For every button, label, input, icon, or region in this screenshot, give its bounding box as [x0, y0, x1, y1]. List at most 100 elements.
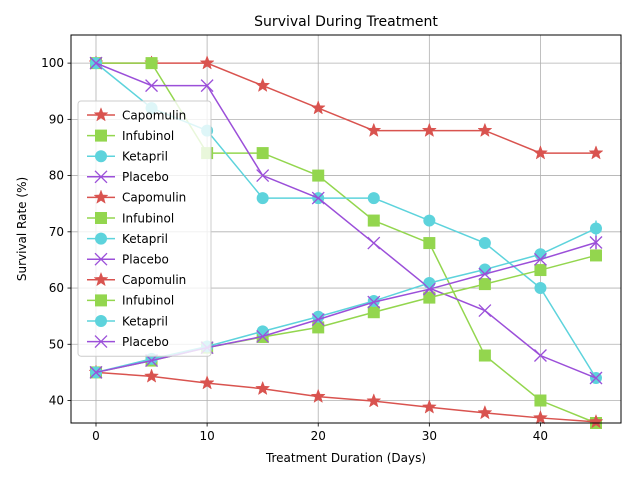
data-point-infubinol-mean: [367, 306, 380, 319]
legend-marker: [95, 294, 107, 307]
data-point-infubinol-survival: [423, 237, 436, 250]
data-point-placebo-survival: [589, 371, 603, 385]
x-axis-label: Treatment Duration (Days): [265, 451, 426, 465]
x-marker-stroke: [311, 191, 325, 205]
legend-label: Placebo: [122, 170, 169, 184]
x-marker-stroke: [422, 282, 436, 296]
legend-marker: [95, 212, 107, 224]
legend-marker: [95, 232, 107, 245]
y-tick-label: 80: [49, 169, 64, 183]
data-point-capomulin-survival: [421, 122, 437, 137]
data-point-infubinol-survival: [478, 349, 491, 362]
data-point-placebo-survival: [256, 169, 270, 183]
x-tick-label: 30: [422, 429, 437, 443]
data-point-ketapril-mean: [367, 294, 380, 307]
data-point-placebo-survival: [145, 79, 159, 93]
data-point-placebo-survival: [367, 236, 381, 250]
legend-label: Infubinol: [122, 129, 174, 143]
legend-label: Capomulin: [122, 273, 186, 287]
data-point-ketapril-mean: [256, 325, 269, 338]
data-point-ketapril-survival: [478, 237, 491, 250]
data-point-capomulin-mean: [421, 399, 437, 414]
legend-item-infubinol: Infubinol: [87, 211, 174, 225]
legend-label: Ketapril: [122, 314, 168, 328]
data-point-placebo-mean: [367, 295, 381, 309]
data-point-capomulin-mean: [199, 375, 215, 390]
data-point-placebo-survival: [533, 349, 547, 362]
data-point-placebo-survival: [478, 304, 492, 317]
y-tick-label: 40: [49, 394, 64, 408]
legend-label: Ketapril: [122, 232, 168, 246]
x-marker-stroke: [478, 304, 492, 317]
data-point-capomulin-mean: [477, 404, 493, 420]
data-point-capomulin-survival: [477, 122, 493, 137]
data-point-placebo-survival: [89, 56, 103, 70]
data-point-placebo-mean: [311, 313, 325, 326]
y-tick-label: 100: [41, 56, 64, 70]
y-tick-label: 60: [49, 281, 64, 295]
data-point-capomulin-survival: [532, 145, 548, 160]
x-tick-label: 10: [199, 429, 214, 443]
y-tick-label: 90: [49, 112, 64, 126]
legend-marker: [94, 335, 108, 349]
legend-marker: [95, 315, 107, 327]
legend-marker: [94, 170, 108, 184]
data-point-capomulin-survival: [199, 55, 215, 70]
data-point-capomulin-survival: [366, 122, 382, 137]
legend-item-ketapril: Ketapril: [87, 232, 168, 246]
data-point-ketapril-mean: [534, 248, 547, 261]
series-line-capomulin-mean: [95, 371, 597, 423]
legend-marker: [93, 189, 109, 204]
x-marker-stroke: [94, 170, 108, 184]
x-marker-stroke: [533, 349, 547, 362]
data-point-capomulin-mean: [588, 413, 604, 429]
x-marker-stroke: [200, 79, 214, 93]
x-marker-stroke: [256, 329, 270, 343]
x-marker-stroke: [89, 56, 103, 70]
x-tick-label: 40: [533, 429, 548, 443]
legend-item-placebo: Placebo: [87, 253, 169, 267]
series-line-placebo-survival: [95, 62, 597, 379]
legend-item-placebo: Placebo: [87, 335, 169, 349]
data-point-ketapril-mean: [423, 276, 436, 289]
plot-frame: [70, 34, 622, 424]
data-point-capomulin-mean: [255, 380, 271, 396]
legend-item-capomulin: Capomulin: [87, 107, 186, 122]
data-point-capomulin-mean: [532, 410, 548, 425]
x-marker-stroke: [533, 252, 547, 266]
legend-item-infubinol: Infubinol: [87, 129, 174, 143]
data-point-capomulin-survival: [588, 145, 604, 160]
data-point-infubinol-survival: [534, 394, 547, 407]
legend-marker: [94, 252, 108, 266]
x-marker-stroke: [589, 371, 603, 385]
legend-item-infubinol: Infubinol: [87, 294, 174, 308]
y-tick-label: 70: [49, 225, 64, 239]
legend-label: Placebo: [122, 335, 169, 349]
data-point-placebo-survival: [200, 79, 214, 93]
x-marker-stroke: [89, 365, 103, 379]
data-point-infubinol-survival: [145, 57, 158, 70]
x-marker-stroke: [367, 236, 381, 250]
x-marker-stroke: [94, 252, 108, 266]
series-line-capomulin-survival: [96, 62, 596, 154]
data-point-capomulin-survival: [310, 100, 326, 115]
data-point-placebo-mean: [256, 329, 270, 343]
legend-label: Capomulin: [122, 191, 186, 205]
legend-item-capomulin: Capomulin: [87, 189, 186, 205]
data-point-placebo-survival: [311, 191, 325, 205]
data-point-infubinol-survival: [312, 169, 325, 182]
legend-marker: [95, 129, 107, 142]
y-tick-label: 50: [49, 337, 64, 351]
data-point-ketapril-survival: [534, 282, 547, 295]
data-point-placebo-mean: [478, 267, 492, 281]
data-point-ketapril-survival: [256, 192, 269, 205]
x-marker-stroke: [94, 335, 108, 349]
data-point-infubinol-mean: [478, 278, 491, 291]
x-marker-stroke: [478, 267, 492, 281]
data-point-infubinol-mean: [534, 264, 547, 277]
legend-label: Placebo: [122, 253, 169, 267]
x-marker-stroke: [145, 79, 159, 93]
data-point-infubinol-survival: [256, 147, 269, 160]
legend-box: [77, 100, 212, 357]
